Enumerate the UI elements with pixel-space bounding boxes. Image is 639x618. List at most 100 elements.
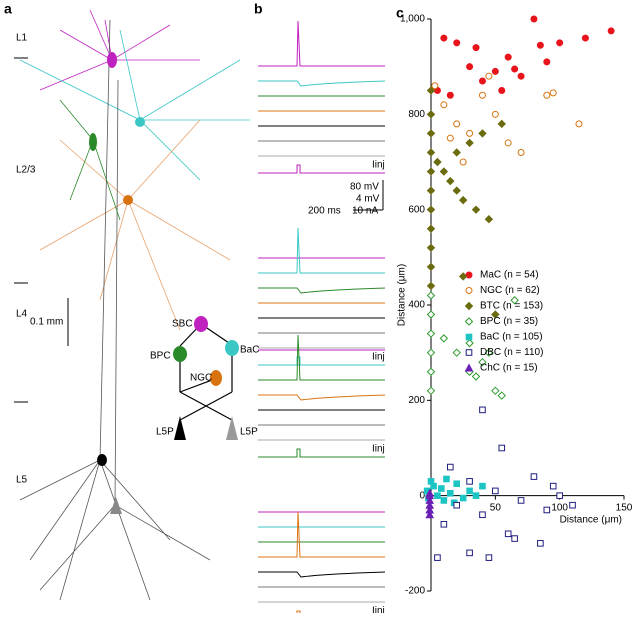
point (471, 205, 481, 214)
point (491, 110, 499, 118)
point (511, 535, 518, 542)
point (425, 488, 435, 497)
point (479, 406, 486, 414)
node (194, 316, 208, 332)
point (556, 492, 563, 499)
y-axis-title: Distance (μm) (397, 264, 408, 326)
current-trace (296, 610, 301, 618)
point (431, 82, 439, 90)
legend-label: ChC (n = 15) (480, 363, 538, 374)
point (504, 530, 512, 538)
x-tick-label: 50 (490, 502, 502, 513)
point (504, 53, 512, 61)
point (497, 391, 506, 400)
point (440, 520, 448, 528)
point (426, 167, 436, 176)
point (478, 91, 486, 99)
point (484, 348, 494, 357)
point (426, 386, 436, 396)
point (466, 487, 473, 495)
point (447, 489, 454, 497)
scale-label: 10 nA (352, 206, 378, 217)
x-axis-title: Distance (μm) (560, 514, 622, 525)
point (478, 129, 487, 138)
node-label: L5P (156, 427, 174, 438)
point (426, 110, 436, 119)
legend-label: DBC (n = 110) (480, 347, 543, 358)
point (452, 348, 461, 357)
trace (258, 394, 386, 401)
node-label: NGC (190, 373, 212, 384)
point (569, 501, 576, 509)
scale-label: 0.1 mm (30, 317, 63, 328)
point (425, 510, 435, 519)
point (446, 176, 455, 186)
point (575, 120, 583, 128)
scale-label: 200 ms (308, 206, 341, 217)
point (426, 329, 436, 338)
y-tick-label: 0 (419, 490, 425, 501)
point (443, 475, 450, 483)
point (478, 357, 487, 367)
y-tick-label: 1,000 (400, 14, 425, 25)
point (426, 243, 436, 253)
point (453, 120, 461, 128)
legend-label: NGC (n = 62) (480, 285, 540, 296)
trace-label: Iinj (372, 444, 385, 455)
trace (258, 287, 386, 294)
point (498, 444, 506, 452)
point (426, 224, 436, 233)
point (491, 310, 500, 319)
legend-label: BaC (n = 105) (480, 332, 543, 343)
layer-label: L1 (16, 33, 28, 44)
neuron-morphology (19, 9, 250, 601)
point (485, 554, 493, 561)
traces: Iinj Iinj Iinj Iinj (258, 20, 386, 618)
point (479, 482, 486, 490)
point (426, 129, 436, 138)
point (426, 205, 436, 214)
point (504, 139, 512, 147)
point (543, 506, 551, 514)
node (210, 370, 222, 386)
legend-label: MaC (n = 54) (480, 270, 539, 281)
point (498, 87, 506, 94)
soma (107, 52, 117, 68)
node-label: BPC (150, 351, 171, 362)
x-tick-label: 100 (551, 502, 568, 513)
current-trace (258, 356, 385, 366)
node (226, 416, 238, 440)
point (453, 480, 461, 488)
trace (258, 20, 385, 67)
current-trace (258, 448, 385, 458)
point (437, 485, 445, 492)
point (458, 195, 468, 205)
layer-label: L4 (16, 309, 28, 320)
point (491, 67, 499, 75)
point (440, 34, 448, 42)
node (225, 340, 239, 356)
node-label: SBC (172, 319, 193, 330)
node-label: L5P (240, 427, 258, 438)
point (491, 386, 500, 396)
point (549, 89, 557, 97)
point (459, 158, 467, 166)
point (517, 497, 525, 504)
point (517, 148, 525, 156)
point (479, 511, 486, 519)
point (530, 473, 538, 480)
point (543, 58, 551, 66)
point (434, 554, 441, 561)
point (484, 214, 494, 224)
trace-label: Iinj (372, 606, 385, 613)
legend-marker (464, 317, 474, 326)
point (536, 41, 544, 49)
legend-label: BTC (n = 153) (480, 301, 543, 312)
point (426, 86, 436, 95)
point (466, 478, 473, 485)
point (440, 101, 448, 109)
legend-marker (464, 301, 474, 311)
panel-label: a (4, 1, 12, 17)
trace-label: Iinj (372, 160, 385, 171)
